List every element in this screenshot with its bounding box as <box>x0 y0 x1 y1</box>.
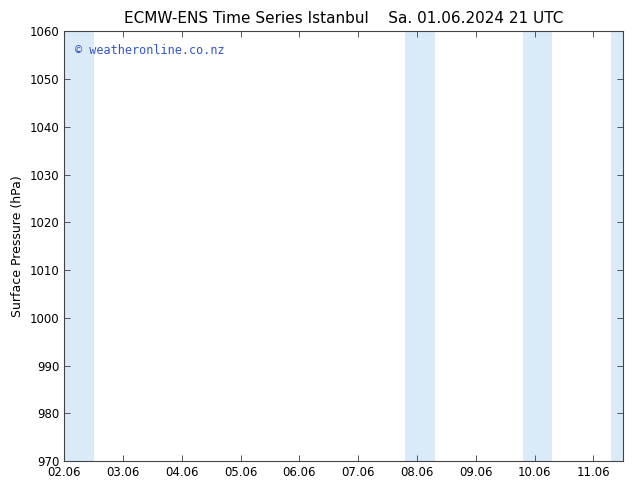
Bar <box>405 31 435 461</box>
Bar <box>611 31 634 461</box>
Bar <box>47 31 94 461</box>
Y-axis label: Surface Pressure (hPa): Surface Pressure (hPa) <box>11 175 24 317</box>
Bar <box>523 31 552 461</box>
Text: © weatheronline.co.nz: © weatheronline.co.nz <box>75 44 225 57</box>
Title: ECMW-ENS Time Series Istanbul    Sa. 01.06.2024 21 UTC: ECMW-ENS Time Series Istanbul Sa. 01.06.… <box>124 11 563 26</box>
